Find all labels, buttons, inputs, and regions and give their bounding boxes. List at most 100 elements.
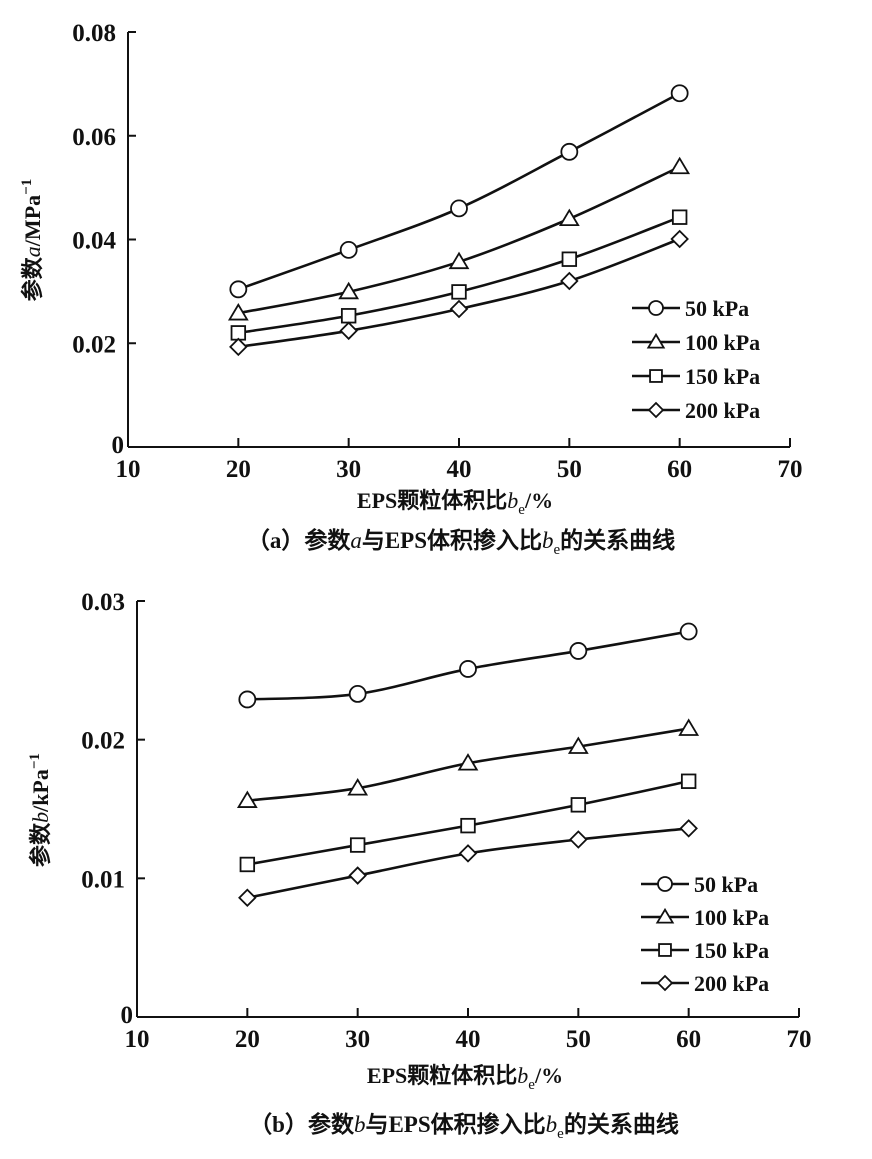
x-tick-label: 60 [676,1026,701,1053]
data-point-circle [459,660,477,678]
caption-sub: e [554,542,561,558]
x-tick-label: 60 [667,456,692,483]
data-point-square [671,209,688,225]
legend-item: 150 kPa [632,364,760,389]
legend: 50 kPa 100 kPa 150 kPa 200 kPa [641,872,769,996]
y-axis-label: 参数a/MPa−1 [19,179,45,301]
data-point-circle [229,280,248,299]
x-label-sub: e [528,1077,535,1093]
data-point-square [349,837,366,853]
x-tick-label: 40 [456,1026,481,1053]
data-point-diamond [238,888,257,908]
y-label-var: b [28,812,53,823]
x-axis-label: EPS颗粒体积比be/% [357,488,553,518]
data-point-square [570,797,587,813]
caption-suffix: 的关系曲线 [564,1111,679,1137]
data-point-circle [670,84,689,103]
caption-var2: b [546,1112,558,1137]
legend-item: 100 kPa [641,905,769,930]
caption-mid: 与EPS体积掺入比 [362,527,542,553]
x-tick-label: 20 [226,456,251,483]
caption-sub: e [557,1126,564,1142]
legend-item: 200 kPa [641,971,769,996]
figure-caption: （a）参数a与EPS体积掺入比be的关系曲线 [247,527,675,558]
x-label-unit: /% [524,488,553,513]
legend-marker-circle [657,876,673,892]
series-line [247,827,689,900]
legend-label: 100 kPa [685,330,760,355]
data-point-square [561,251,578,267]
data-point-triangle [678,718,700,736]
y-tick-label: 0.03 [81,589,125,616]
figure-caption: （b）参数b与EPS体积掺入比be的关系曲线 [249,1111,679,1142]
y-tick-label: 0.06 [72,124,116,151]
data-point-square [239,856,256,873]
series-diamond [238,819,698,908]
data-point-square [460,817,476,834]
x-tick-label: 30 [336,456,361,483]
data-point-square [680,773,697,789]
data-point-triangle [236,790,258,808]
y-label-prefix: 参数 [20,256,45,301]
series-circle [229,84,689,299]
data-point-square [451,284,467,300]
x-label-var: b [517,1063,528,1088]
caption-suffix: 的关系曲线 [560,527,675,553]
x-label-unit: /% [534,1063,563,1088]
series-circle [238,622,698,709]
legend-label: 200 kPa [685,398,760,423]
y-label-var: a [20,246,45,257]
legend-marker-diamond [656,974,674,992]
legend-label: 200 kPa [694,971,769,996]
data-point-circle [348,685,367,703]
legend-item: 50 kPa [632,296,749,321]
x-tick-label: 10 [116,456,141,483]
data-point-diamond [458,844,478,863]
data-point-circle [450,199,468,218]
data-point-triangle [448,251,470,270]
x-tick-label: 20 [235,1026,260,1053]
legend-marker-diamond [647,401,665,419]
legend-label: 50 kPa [685,296,749,321]
y-label-sup: −1 [19,179,35,195]
series-diamond [229,229,689,357]
x-tick-label: 70 [787,1026,812,1053]
series-square [230,209,688,341]
caption-var2: b [542,528,554,553]
series-triangle [227,156,691,321]
y-tick-label: 0.02 [81,728,125,755]
x-label-main: EPS颗粒体积比 [357,488,507,513]
x-axis-label: EPS颗粒体积比be/% [367,1063,563,1093]
caption-var: a [350,528,362,553]
data-point-diamond [670,229,689,249]
x-tick-label: 50 [566,1026,591,1053]
x-tick-label: 50 [557,456,582,483]
legend-label: 50 kPa [694,872,758,897]
data-point-diamond [560,271,579,291]
legend-label: 150 kPa [694,938,769,963]
data-point-diamond [229,337,248,357]
data-point-circle [679,622,698,641]
data-point-circle [339,240,358,259]
data-point-circle [560,142,579,161]
series-triangle [236,718,700,808]
x-tick-label: 10 [125,1026,150,1053]
x-label-var: b [507,488,518,513]
legend-marker-triangle [646,332,666,349]
data-point-square [340,308,357,324]
y-tick-label: 0 [121,1002,134,1029]
legend-item: 100 kPa [632,330,760,355]
y-label-prefix: 参数 [28,822,53,867]
legend-label: 150 kPa [685,364,760,389]
data-point-circle [238,690,257,709]
y-tick-label: 0.01 [81,866,125,893]
legend-item: 150 kPa [641,938,769,963]
data-point-triangle [669,156,691,175]
x-tick-label: 40 [447,456,472,483]
x-label-main: EPS颗粒体积比 [367,1063,517,1088]
legend-marker-circle [648,300,664,316]
y-tick-label: 0.02 [72,331,116,358]
caption-prefix: （b）参数 [249,1111,355,1137]
